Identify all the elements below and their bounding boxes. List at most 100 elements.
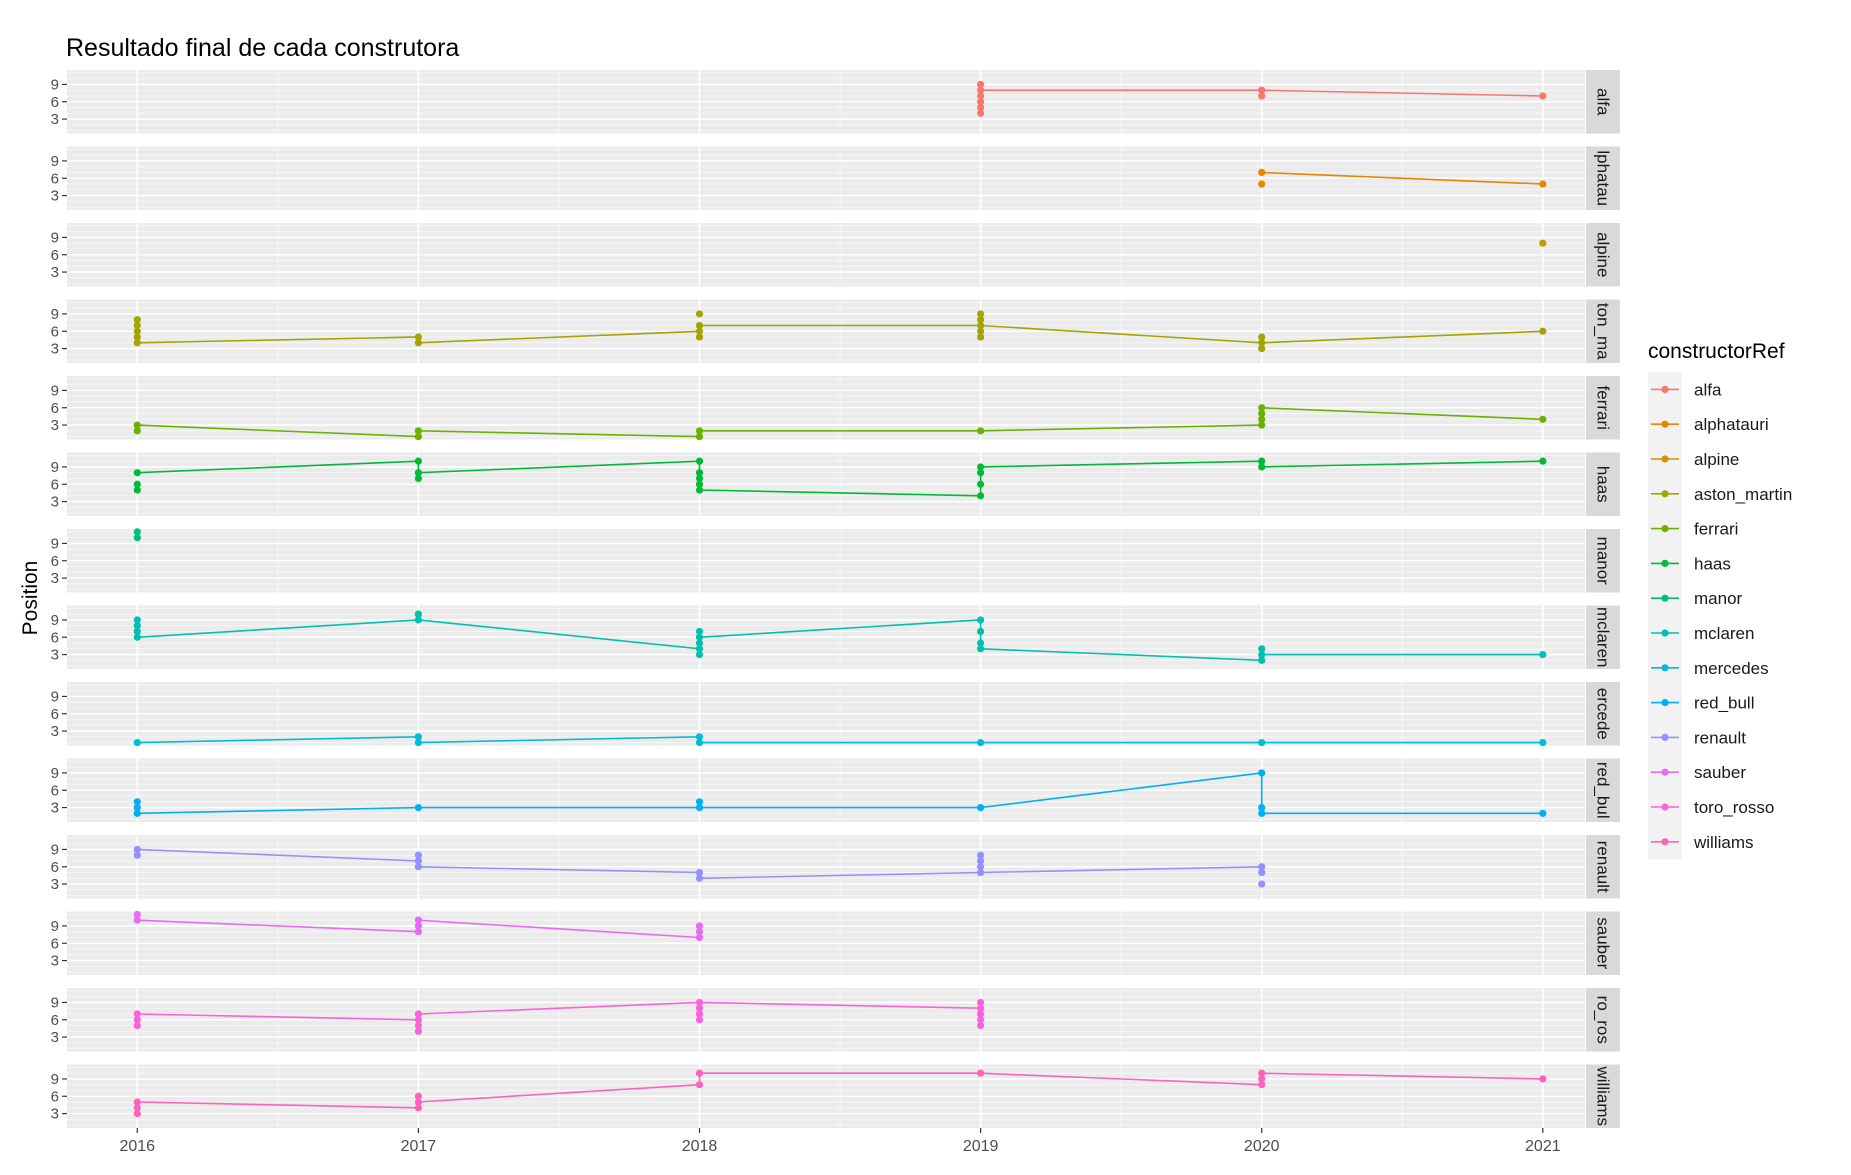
- data-point: [414, 922, 422, 930]
- data-point: [977, 480, 985, 488]
- legend-label: alphatauri: [1694, 415, 1769, 434]
- data-point: [1539, 239, 1547, 247]
- data-point: [133, 528, 141, 536]
- data-point: [133, 851, 141, 859]
- data-point: [133, 1109, 141, 1118]
- facet-strip-label: ton_ma: [1594, 303, 1613, 360]
- data-point: [1258, 333, 1266, 341]
- y-tick-label: 3: [51, 1106, 59, 1123]
- facet-strip: [1586, 605, 1620, 669]
- facet-strip-label: sauber: [1594, 917, 1613, 969]
- y-tick-label: 9: [51, 1071, 59, 1088]
- facet-strip: [1586, 376, 1620, 440]
- data-point: [977, 645, 985, 653]
- data-point: [695, 933, 704, 942]
- data-point: [1539, 415, 1547, 423]
- legend-item-aston_martin: aston_martin: [1648, 476, 1792, 512]
- chart-title: Resultado final de cada construtora: [66, 34, 459, 62]
- y-tick-label: 3: [51, 188, 59, 205]
- data-point: [133, 633, 141, 641]
- panel-mercedes: 369 ercede: [51, 682, 1620, 747]
- panel-alfa: 369 alfa: [51, 70, 1620, 134]
- data-point: [695, 1010, 704, 1018]
- data-point: [1258, 650, 1266, 659]
- data-point: [977, 92, 985, 100]
- data-point: [133, 798, 141, 806]
- data-point: [414, 1098, 422, 1106]
- panel-williams: 369 williams: [51, 1064, 1620, 1128]
- data-point: [414, 427, 422, 435]
- data-point: [977, 321, 985, 330]
- y-tick-label: 6: [51, 170, 59, 187]
- legend-title: constructorRef: [1648, 340, 1785, 363]
- facet-strip-label: manor: [1594, 537, 1613, 586]
- legend-item-alfa: alfa: [1648, 372, 1722, 407]
- data-point: [1258, 421, 1266, 429]
- facet-strip: [1586, 223, 1620, 287]
- y-axis-label: Position: [19, 561, 42, 636]
- data-point: [977, 469, 985, 477]
- legend-key-point: [1661, 525, 1669, 533]
- data-point: [977, 868, 985, 877]
- data-point: [695, 627, 704, 636]
- y-tick-label: 3: [51, 723, 59, 740]
- data-point: [695, 639, 704, 647]
- legend-item-red_bull: red_bull: [1648, 685, 1755, 720]
- x-tick-label: 2021: [1525, 1138, 1561, 1155]
- y-tick-label: 3: [51, 417, 59, 434]
- y-tick-label: 6: [51, 859, 59, 876]
- legend-key-point: [1661, 559, 1669, 568]
- data-point: [695, 803, 704, 812]
- legend-item-renault: renault: [1648, 720, 1746, 755]
- data-point: [1258, 415, 1266, 423]
- facet-strip: [1586, 1064, 1620, 1128]
- data-point: [133, 1010, 141, 1018]
- y-tick-label: 9: [51, 994, 59, 1011]
- facet-strip-label: haas: [1594, 466, 1613, 503]
- legend-item-mclaren: mclaren: [1648, 615, 1754, 651]
- data-point: [1258, 409, 1266, 418]
- data-point: [695, 327, 704, 335]
- data-point: [133, 480, 141, 488]
- data-point: [695, 427, 704, 435]
- data-point: [133, 333, 141, 341]
- data-point: [977, 86, 985, 94]
- data-point: [977, 316, 985, 324]
- data-point: [1258, 769, 1266, 777]
- facet-strip-label: mclaren: [1594, 607, 1613, 667]
- data-point: [414, 457, 422, 465]
- data-point: [1258, 180, 1266, 188]
- legend-label: mclaren: [1694, 624, 1754, 643]
- data-point: [133, 916, 141, 924]
- facet-strip-label: williams: [1594, 1066, 1613, 1127]
- data-point: [977, 1016, 985, 1024]
- legend-item-sauber: sauber: [1648, 754, 1746, 790]
- data-point: [695, 928, 704, 936]
- data-point: [977, 80, 985, 89]
- legend-label: renault: [1694, 728, 1746, 747]
- data-point: [133, 845, 141, 854]
- data-point: [695, 333, 704, 341]
- data-point: [695, 798, 704, 806]
- data-point: [133, 316, 141, 324]
- data-point: [977, 492, 985, 500]
- y-tick-label: 3: [51, 876, 59, 893]
- data-point: [1258, 168, 1266, 177]
- x-tick-label: 2019: [963, 1138, 999, 1155]
- data-point: [414, 928, 422, 936]
- data-point: [1539, 327, 1547, 335]
- data-point: [977, 739, 985, 747]
- data-point: [695, 633, 704, 641]
- x-tick-label: 2017: [401, 1138, 437, 1155]
- panel-renault: 369 renault: [51, 835, 1620, 899]
- facet-strip: [1586, 146, 1620, 210]
- data-point: [977, 616, 985, 624]
- data-point: [414, 1092, 422, 1100]
- data-point: [695, 469, 704, 477]
- data-point: [1258, 645, 1266, 653]
- data-point: [977, 803, 985, 812]
- data-point: [414, 916, 422, 924]
- data-point: [977, 310, 985, 318]
- data-point: [1258, 1075, 1266, 1083]
- facet-strip: [1586, 452, 1620, 516]
